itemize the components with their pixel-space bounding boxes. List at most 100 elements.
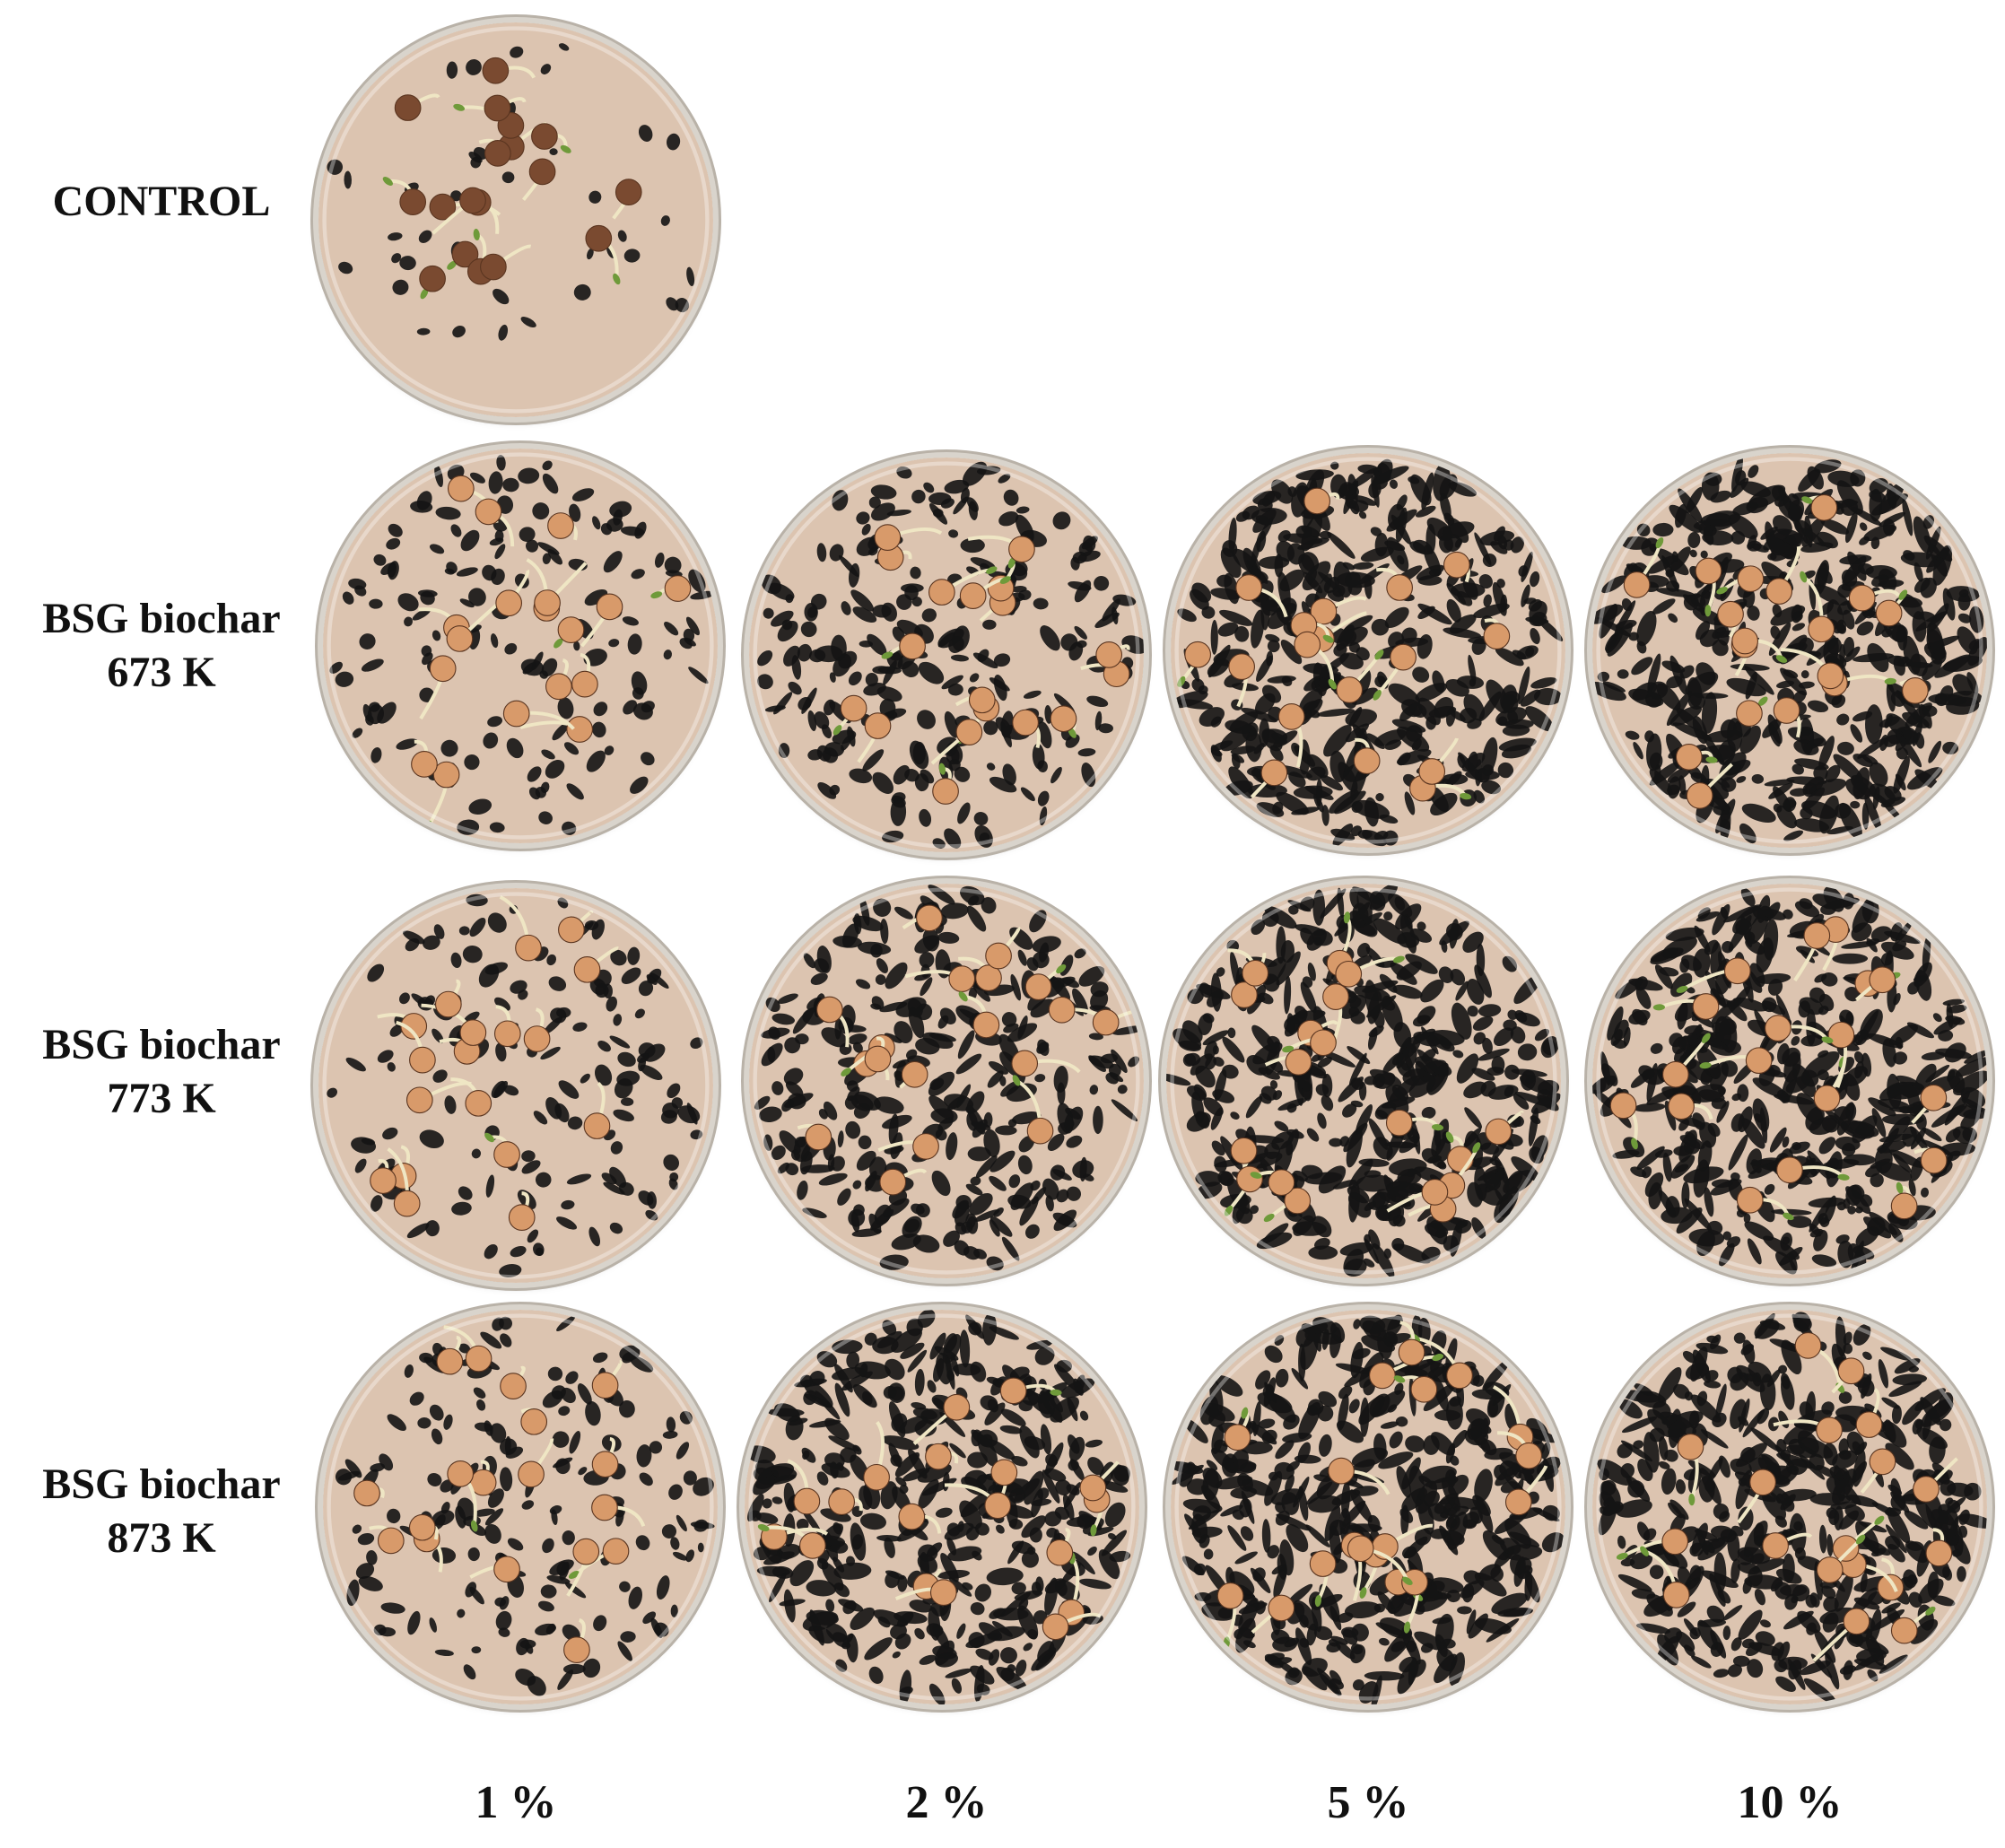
lentil-seed [563,1636,590,1663]
biochar-particle [1764,779,1795,787]
lentil-seed [377,1527,405,1555]
biochar-particle [1960,1110,1981,1129]
lentil-seed [1236,1165,1263,1193]
biochar-particle [1494,1464,1507,1481]
biochar-particle [1217,622,1239,637]
biochar-particle [1408,1657,1417,1686]
biochar-particle [1356,887,1373,925]
biochar-particle [1210,749,1223,757]
biochar-particle [1493,1027,1514,1047]
lentil-seed [1745,1047,1773,1075]
dish-photo [749,458,1144,852]
biochar-particle [1921,1187,1930,1198]
biochar-particle [1648,1181,1662,1210]
biochar-particle [1826,1533,1834,1556]
biochar-particle [1869,762,1888,787]
leaf [938,763,946,775]
biochar-particle [1374,532,1389,557]
biochar-particle [1484,1447,1513,1460]
lentil-seed [482,57,510,84]
biochar-particle [1423,1383,1455,1412]
biochar-particle [630,776,649,794]
biochar-particle [842,1600,857,1615]
biochar-particle [617,1051,636,1068]
biochar-particle [1858,562,1874,575]
biochar-particle [1313,1626,1333,1641]
biochar-particle [1420,979,1444,1003]
biochar-particle [613,1014,623,1026]
lentil-seed [975,964,1002,991]
biochar-particle [1353,1319,1361,1329]
biochar-particle [1251,919,1266,936]
biochar-particle [1455,981,1469,1001]
biochar-particle [1486,1618,1520,1643]
biochar-particle [1851,1184,1865,1199]
biochar-particle [504,642,518,655]
biochar-particle [1389,1431,1403,1449]
biochar-particle [1513,974,1542,1005]
biochar-particle [1649,1565,1664,1580]
biochar-particle [1691,1655,1712,1669]
biochar-particle [1077,748,1096,757]
biochar-particle [630,1355,654,1373]
biochar-particle [622,616,639,626]
biochar-particle [873,1096,904,1114]
biochar-particle [502,477,519,493]
biochar-particle [478,963,500,988]
biochar-particle [1795,946,1819,957]
biochar-particle [1336,1420,1364,1443]
biochar-particle [1191,1091,1205,1123]
lentil-seed [1776,1156,1803,1184]
leaf [1460,792,1472,800]
biochar-particle [1408,1075,1436,1098]
biochar-particle [594,1064,613,1086]
biochar-particle [540,1046,561,1060]
biochar-particle [1212,1045,1219,1055]
biochar-particle [1404,791,1416,815]
biochar-particle [670,1537,680,1550]
biochar-particle [931,1170,951,1197]
biochar-particle [1352,562,1374,570]
biochar-particle [846,1351,860,1369]
biochar-particle [1658,1461,1670,1469]
biochar-particle [907,1349,928,1373]
biochar-particle [1831,694,1846,709]
lentil-seed [999,1377,1027,1405]
biochar-particle [1067,1434,1080,1454]
biochar-particle [1267,1035,1280,1049]
biochar-particle [1177,608,1197,623]
biochar-particle [434,1649,454,1657]
biochar-particle [761,574,781,595]
lentil-seed [1692,993,1720,1020]
biochar-particle [1890,1491,1910,1513]
biochar-particle [1409,541,1426,554]
biochar-particle [1277,530,1291,543]
biochar-particle [546,954,557,966]
biochar-particle [970,1176,981,1186]
petri-dish-673k-1pct [323,449,718,843]
biochar-particle [765,997,780,1013]
biochar-particle [1389,479,1399,489]
biochar-particle [848,671,862,686]
leaf [1837,1173,1850,1181]
biochar-particle [357,1532,375,1546]
biochar-particle [1276,791,1309,815]
biochar-particle [1050,766,1062,784]
biochar-particle [763,607,774,619]
biochar-particle [1710,1334,1722,1350]
biochar-particle [1910,1619,1939,1644]
biochar-particle [943,1333,957,1354]
biochar-particle [1111,1025,1144,1035]
biochar-particle [1742,1408,1765,1438]
biochar-particle [1807,700,1829,713]
biochar-particle [1194,1591,1212,1602]
biochar-particle [1702,530,1734,546]
biochar-particle [1231,753,1245,763]
biochar-particle [1330,828,1356,841]
biochar-particle [1467,751,1478,772]
biochar-particle [1791,1584,1810,1602]
biochar-particle [1384,739,1402,750]
biochar-particle [1466,1609,1477,1634]
biochar-particle [362,703,372,722]
biochar-particle [584,588,608,606]
